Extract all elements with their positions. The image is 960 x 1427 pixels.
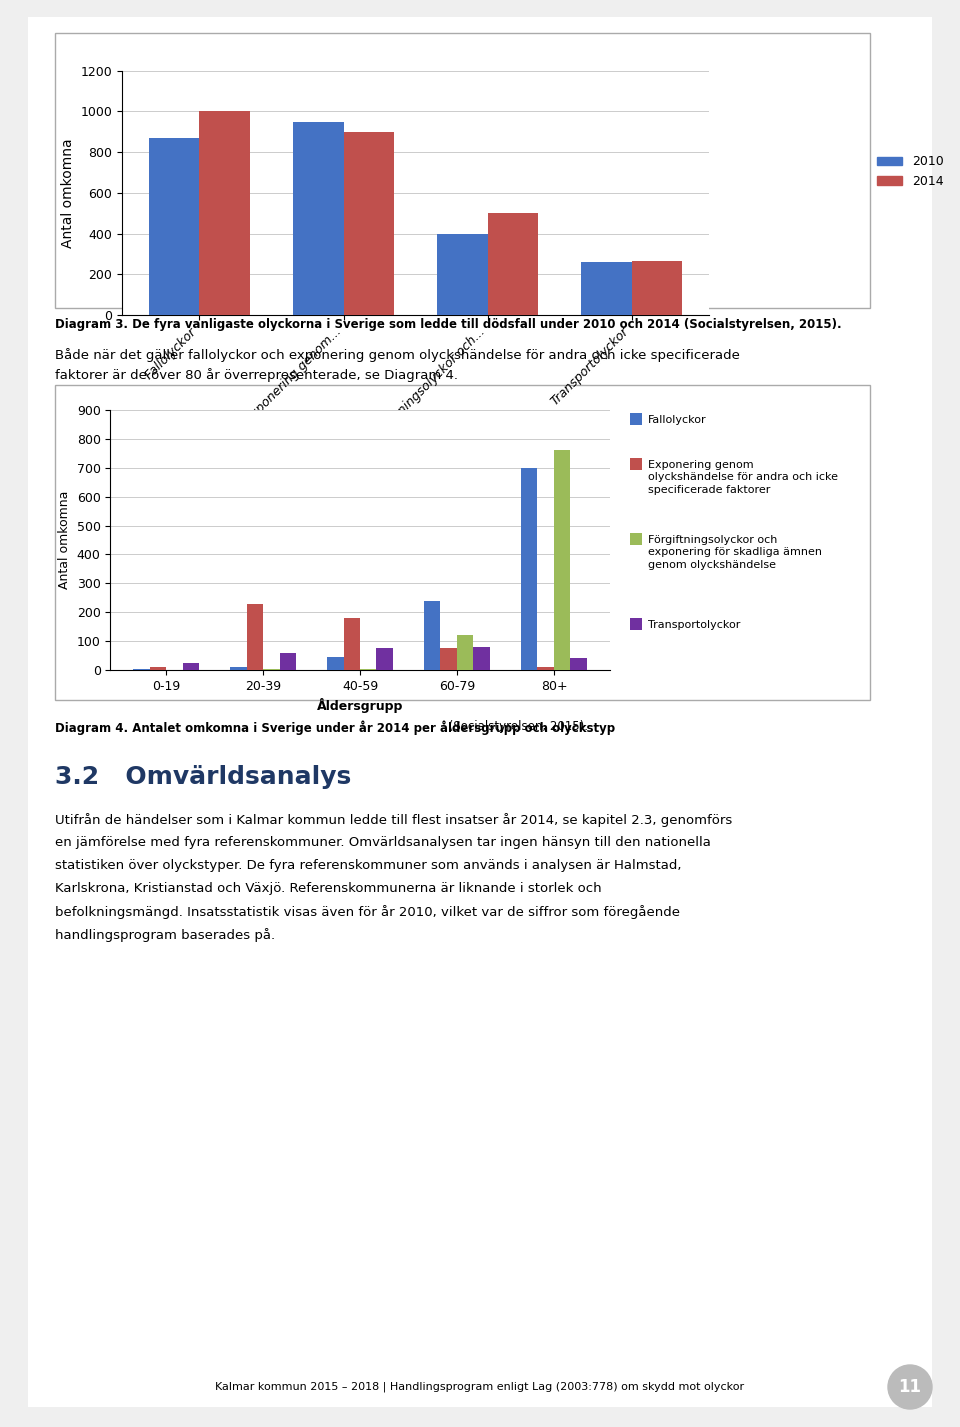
Bar bbox=[376, 648, 393, 671]
Y-axis label: Antal omkomna: Antal omkomna bbox=[61, 138, 75, 248]
Bar bbox=[424, 601, 441, 671]
Text: 11: 11 bbox=[899, 1378, 922, 1396]
Bar bbox=[293, 121, 344, 315]
X-axis label: Åldersgrupp: Åldersgrupp bbox=[317, 698, 403, 714]
Text: (Socialstyrelsen, 2015).: (Socialstyrelsen, 2015). bbox=[445, 721, 588, 733]
Bar bbox=[279, 652, 296, 671]
Bar bbox=[632, 261, 683, 315]
Bar bbox=[327, 656, 344, 671]
FancyBboxPatch shape bbox=[55, 385, 870, 701]
Text: Transportolyckor: Transportolyckor bbox=[648, 619, 740, 629]
Bar bbox=[570, 658, 587, 671]
Bar bbox=[133, 669, 150, 671]
Bar bbox=[344, 131, 394, 315]
Text: Fallolyckor: Fallolyckor bbox=[648, 415, 707, 425]
Bar bbox=[230, 666, 247, 671]
Bar bbox=[263, 669, 279, 671]
Bar bbox=[344, 618, 360, 671]
Y-axis label: Antal omkomna: Antal omkomna bbox=[59, 491, 71, 589]
Bar bbox=[247, 604, 263, 671]
Text: en jämförelse med fyra referenskommuner. Omvärldsanalysen tar ingen hänsyn till : en jämförelse med fyra referenskommuner.… bbox=[55, 836, 710, 849]
Text: statistiken över olyckstyper. De fyra referenskommuner som används i analysen är: statistiken över olyckstyper. De fyra re… bbox=[55, 859, 682, 872]
Text: Karlskrona, Kristianstad och Växjö. Referenskommunerna är liknande i storlek och: Karlskrona, Kristianstad och Växjö. Refe… bbox=[55, 882, 602, 895]
Bar bbox=[150, 666, 166, 671]
FancyBboxPatch shape bbox=[630, 618, 642, 629]
Bar bbox=[582, 263, 632, 315]
Bar bbox=[441, 648, 457, 671]
Text: handlingsprogram baserades på.: handlingsprogram baserades på. bbox=[55, 928, 276, 942]
Bar bbox=[149, 138, 200, 315]
Text: befolkningsmängd. Insatsstatistik visas även för år 2010, vilket var de siffror : befolkningsmängd. Insatsstatistik visas … bbox=[55, 905, 680, 919]
FancyBboxPatch shape bbox=[28, 17, 932, 1407]
Bar bbox=[554, 451, 570, 671]
Text: Kalmar kommun 2015 – 2018 | Handlingsprogram enligt Lag (2003:778) om skydd mot : Kalmar kommun 2015 – 2018 | Handlingspro… bbox=[215, 1381, 745, 1391]
Bar bbox=[182, 662, 199, 671]
Bar bbox=[538, 666, 554, 671]
Bar bbox=[360, 669, 376, 671]
Text: faktorer är de över 80 år överrepresenterade, se Diagram 4.: faktorer är de över 80 år överrepresente… bbox=[55, 368, 458, 382]
FancyBboxPatch shape bbox=[630, 458, 642, 469]
FancyBboxPatch shape bbox=[630, 412, 642, 425]
Text: 3.2   Omvärldsanalys: 3.2 Omvärldsanalys bbox=[55, 765, 351, 789]
Bar bbox=[488, 213, 539, 315]
Text: Diagram 3. De fyra vanligaste olyckorna i Sverige som ledde till dödsfall under : Diagram 3. De fyra vanligaste olyckorna … bbox=[55, 318, 842, 331]
Text: Utifrån de händelser som i Kalmar kommun ledde till flest insatser år 2014, se k: Utifrån de händelser som i Kalmar kommun… bbox=[55, 813, 732, 828]
Legend: 2010, 2014: 2010, 2014 bbox=[873, 150, 949, 193]
Bar bbox=[473, 646, 490, 671]
Bar bbox=[200, 111, 250, 315]
FancyBboxPatch shape bbox=[55, 33, 870, 308]
Text: Både när det gäller fallolyckor och exponering genom olyckshändelse för andra oc: Både när det gäller fallolyckor och expo… bbox=[55, 348, 740, 362]
Circle shape bbox=[888, 1366, 932, 1408]
Bar bbox=[457, 635, 473, 671]
Text: Diagram 4. Antalet omkomna i Sverige under år 2014 per åldersgrupp och olyckstyp: Diagram 4. Antalet omkomna i Sverige und… bbox=[55, 721, 615, 735]
Text: Exponering genom
olyckshändelse för andra och icke
specificerade faktorer: Exponering genom olyckshändelse för andr… bbox=[648, 459, 838, 495]
Bar bbox=[521, 468, 538, 671]
FancyBboxPatch shape bbox=[630, 534, 642, 545]
Bar bbox=[437, 234, 488, 315]
Text: Förgiftningsolyckor och
exponering för skadliga ämnen
genom olyckshändelse: Förgiftningsolyckor och exponering för s… bbox=[648, 535, 822, 569]
